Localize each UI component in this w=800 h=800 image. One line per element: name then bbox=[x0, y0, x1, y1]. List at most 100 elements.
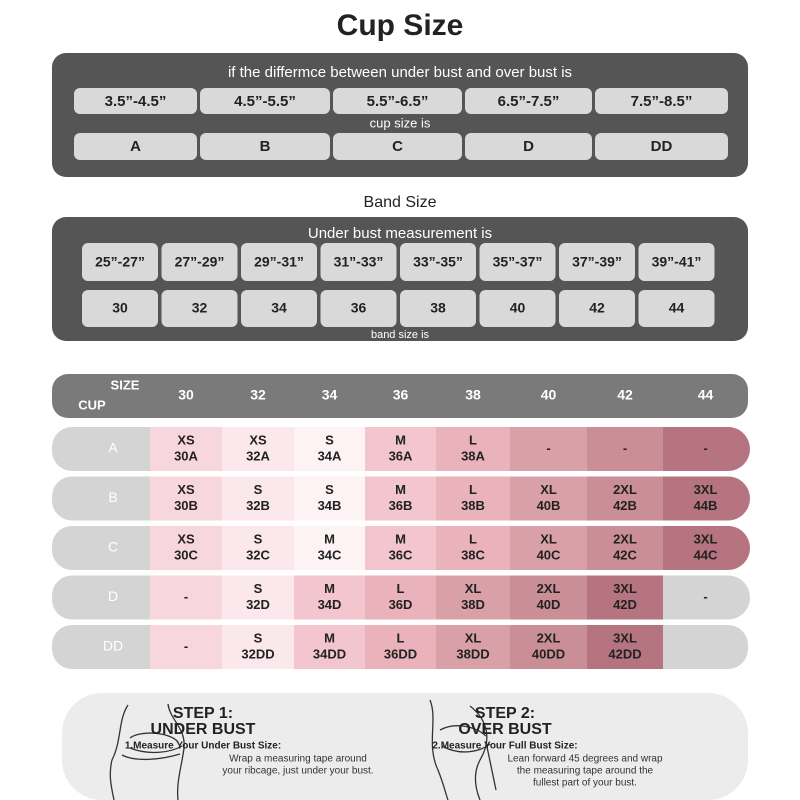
band-range: 35”-37” bbox=[493, 254, 543, 270]
cell-text: L bbox=[469, 432, 477, 447]
step-text: Lean forward 45 degrees and wrap bbox=[507, 754, 663, 765]
cell-text: 3XL bbox=[694, 482, 718, 497]
cell-text: 3XL bbox=[613, 630, 637, 645]
cell-text: M bbox=[395, 432, 406, 447]
pill bbox=[82, 243, 158, 281]
cell bbox=[510, 427, 587, 471]
step-title: STEP 2: bbox=[475, 705, 535, 722]
cell bbox=[365, 575, 436, 620]
cell-text: 36A bbox=[389, 448, 413, 463]
band-range: 31”-33” bbox=[334, 254, 384, 270]
cell-text: 40C bbox=[537, 547, 561, 562]
cell bbox=[587, 575, 663, 620]
cell bbox=[150, 625, 222, 669]
cell-text: 44B bbox=[694, 498, 718, 513]
step-subtitle: UNDER BUST bbox=[151, 721, 256, 738]
cell bbox=[222, 575, 294, 620]
cell bbox=[150, 427, 222, 471]
cell bbox=[663, 476, 751, 521]
cell bbox=[587, 476, 663, 521]
band-range: 29”-31” bbox=[254, 254, 304, 270]
band-size: 40 bbox=[510, 300, 526, 316]
pill bbox=[74, 133, 197, 160]
pill bbox=[200, 88, 330, 114]
pill bbox=[638, 243, 715, 281]
cell-text: XS bbox=[177, 482, 195, 497]
cup-size: D bbox=[523, 138, 534, 155]
figure-2 bbox=[429, 699, 497, 800]
cell-text: M bbox=[324, 531, 335, 546]
cell-text: 40DD bbox=[532, 646, 565, 661]
cell-text: 36DD bbox=[384, 646, 417, 661]
cell bbox=[587, 427, 663, 471]
row-cup: A bbox=[108, 440, 118, 456]
cell bbox=[663, 526, 750, 570]
row-cup: D bbox=[108, 588, 118, 604]
step-text: fullest part of your bust. bbox=[533, 778, 637, 789]
cell bbox=[294, 526, 365, 570]
band-range: 33”-35” bbox=[413, 254, 463, 270]
cell-text: 32DD bbox=[241, 646, 274, 661]
band-label: band size is bbox=[371, 329, 430, 341]
cell bbox=[436, 427, 510, 471]
cell bbox=[587, 526, 663, 570]
column-header: 40 bbox=[541, 387, 557, 403]
column-header: 44 bbox=[698, 387, 714, 403]
band-range: 27”-29” bbox=[175, 254, 225, 270]
cell-text: 30B bbox=[174, 498, 198, 513]
cell bbox=[663, 427, 750, 471]
cup-size: B bbox=[260, 138, 271, 155]
step-text: Wrap a measuring tape around bbox=[229, 754, 367, 765]
cell-text: 42B bbox=[613, 498, 637, 513]
cell-text: - bbox=[703, 589, 707, 604]
cell bbox=[510, 625, 587, 669]
cell bbox=[150, 575, 222, 620]
cell-text: M bbox=[324, 581, 335, 596]
cell-text: - bbox=[703, 440, 707, 455]
cell-text: 34A bbox=[318, 448, 342, 463]
pill bbox=[161, 290, 238, 327]
cell-text: M bbox=[395, 531, 406, 546]
row-cup: C bbox=[108, 539, 118, 555]
cell-text: 42C bbox=[613, 547, 637, 562]
cell-text: 32D bbox=[246, 597, 270, 612]
pill bbox=[400, 290, 476, 327]
cell bbox=[365, 625, 436, 669]
cell bbox=[294, 575, 365, 620]
cell-text: 30C bbox=[174, 547, 198, 562]
cell-text: 42D bbox=[613, 597, 637, 612]
column-header: 36 bbox=[393, 387, 409, 403]
pill bbox=[479, 243, 556, 281]
band-size: 36 bbox=[351, 300, 367, 316]
step-instruction: 2.Measure Your Full Bust Size: bbox=[432, 741, 577, 752]
title: Cup Size bbox=[337, 9, 464, 42]
cell-text: 36D bbox=[389, 597, 413, 612]
steps-panel bbox=[62, 693, 748, 800]
cell bbox=[510, 526, 587, 570]
cup-range: 4.5”-5.5” bbox=[234, 93, 296, 110]
cell bbox=[222, 625, 294, 669]
cell-text: 36C bbox=[389, 547, 413, 562]
cell-text: 2XL bbox=[613, 482, 637, 497]
cell bbox=[294, 476, 365, 521]
cell bbox=[663, 575, 751, 620]
cell-text: 40D bbox=[537, 597, 561, 612]
cup-size: DD bbox=[651, 138, 673, 155]
cell bbox=[587, 625, 663, 669]
pill bbox=[400, 243, 476, 281]
step-subtitle: OVER BUST bbox=[458, 721, 552, 738]
cell-text: 2XL bbox=[613, 531, 637, 546]
cell-text: S bbox=[254, 531, 263, 546]
cell-text: 32C bbox=[246, 547, 270, 562]
cell-text: - bbox=[623, 440, 627, 455]
cell-text: - bbox=[546, 440, 550, 455]
cup-caption: if the differmce between under bust and … bbox=[228, 64, 572, 81]
cell-text: XL bbox=[540, 531, 557, 546]
cell-text: XS bbox=[177, 432, 195, 447]
table-header bbox=[52, 374, 748, 418]
cell bbox=[294, 625, 365, 669]
step-title: STEP 1: bbox=[173, 705, 233, 722]
cell bbox=[510, 575, 587, 620]
cell-text: 34C bbox=[318, 547, 342, 562]
